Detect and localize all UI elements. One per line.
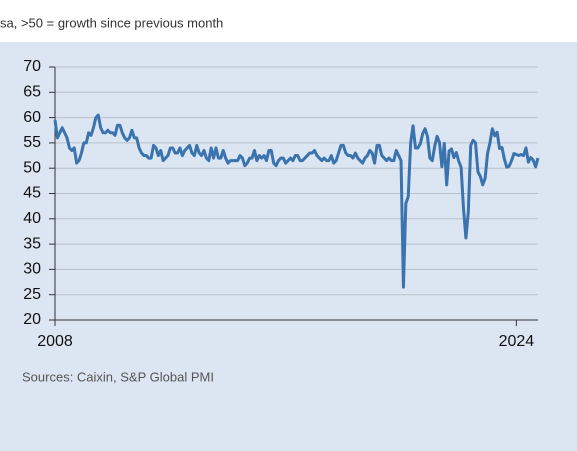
subtitle: sa, >50 = growth since previous month <box>0 15 223 30</box>
y-tick-label: 40 <box>23 210 41 227</box>
y-tick-label: 60 <box>23 109 41 126</box>
y-tick-label: 20 <box>23 311 41 328</box>
x-tick-label: 2024 <box>499 333 535 350</box>
y-tick-label: 35 <box>23 235 41 252</box>
y-tick-label: 45 <box>23 185 41 202</box>
y-tick-label: 30 <box>23 261 41 278</box>
y-tick-label: 25 <box>23 286 41 303</box>
line-series <box>53 113 540 289</box>
x-tick-label: 2008 <box>37 333 73 350</box>
y-tick-label: 70 <box>23 58 41 75</box>
panel <box>0 42 577 451</box>
y-tick-label: 55 <box>23 134 41 151</box>
y-tick-label: 50 <box>23 159 41 176</box>
y-tick-label: 65 <box>23 84 41 101</box>
source: Sources: Caixin, S&P Global PMI <box>22 369 214 384</box>
